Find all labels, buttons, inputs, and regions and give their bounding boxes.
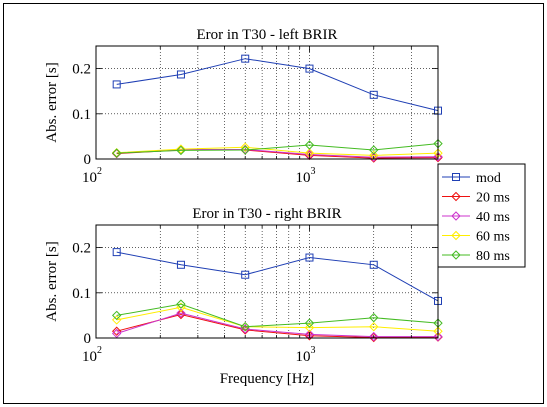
legend-marker bbox=[451, 250, 461, 260]
data-point bbox=[111, 310, 122, 321]
x-tick-label: 10 2 bbox=[82, 345, 102, 365]
data-point bbox=[112, 80, 121, 89]
plot-area bbox=[96, 225, 438, 338]
y-tick-label: 0.1 bbox=[72, 286, 91, 302]
series-line bbox=[116, 313, 439, 339]
y-tick-label: 0.2 bbox=[72, 62, 91, 78]
legend-marker bbox=[451, 230, 461, 241]
data-point bbox=[111, 315, 122, 325]
series-line bbox=[116, 306, 439, 332]
chart-title: Eror in T30 - right BRIR bbox=[192, 206, 341, 222]
legend: mod 20 ms 40 ms 60 ms 80 ms bbox=[437, 163, 526, 268]
legend-label: 60 ms bbox=[476, 230, 510, 245]
series-line bbox=[116, 303, 439, 328]
data-point bbox=[240, 142, 250, 152]
data-point bbox=[112, 248, 121, 257]
series-line bbox=[116, 251, 439, 302]
legend-entry: 20 ms bbox=[442, 191, 510, 206]
x-tick-base: 10 bbox=[295, 170, 310, 186]
x-tick-exp: 2 bbox=[97, 166, 102, 177]
data-point bbox=[304, 322, 315, 333]
data-point bbox=[240, 145, 250, 155]
x-tick-label: 10 3 bbox=[295, 166, 315, 186]
x-tick-label: 10 2 bbox=[82, 166, 102, 186]
y-tick-label: 0 bbox=[84, 152, 92, 168]
chart-title: Eror in T30 - left BRIR bbox=[197, 27, 338, 43]
series-line bbox=[116, 312, 438, 338]
legend-label: 40 ms bbox=[476, 210, 510, 225]
legend-marker bbox=[451, 211, 461, 221]
data-point bbox=[305, 64, 314, 73]
data-point bbox=[433, 152, 443, 162]
legend-label: 20 ms bbox=[476, 191, 510, 206]
data-point bbox=[176, 299, 186, 309]
legend-marker bbox=[451, 191, 461, 202]
axes-box bbox=[95, 224, 439, 339]
data-point bbox=[241, 270, 250, 279]
data-point bbox=[176, 309, 186, 320]
series-40-ms bbox=[111, 308, 443, 342]
legend-label: 80 ms bbox=[476, 249, 510, 264]
data-point bbox=[176, 308, 186, 318]
y-axis-label: Abs. error [s] bbox=[44, 241, 60, 321]
data-point bbox=[111, 326, 122, 336]
data-point bbox=[111, 148, 122, 158]
data-point bbox=[304, 318, 315, 328]
data-point bbox=[111, 328, 122, 339]
data-point bbox=[369, 145, 379, 155]
x-tick-exp: 3 bbox=[310, 345, 315, 356]
legend-label: mod bbox=[476, 171, 501, 186]
x-tick-exp: 3 bbox=[310, 166, 315, 177]
y-tick-label: 0 bbox=[84, 331, 92, 347]
data-point bbox=[176, 70, 185, 79]
data-point bbox=[369, 321, 379, 332]
x-tick-base: 10 bbox=[295, 349, 310, 365]
legend-entry: 40 ms bbox=[442, 210, 510, 225]
data-point bbox=[433, 331, 443, 342]
x-tick-base: 10 bbox=[82, 349, 97, 365]
legend-marker bbox=[452, 173, 460, 181]
legend-entry: 80 ms bbox=[442, 249, 510, 264]
data-point bbox=[305, 253, 314, 262]
x-tick-exp: 2 bbox=[97, 345, 102, 356]
data-point bbox=[176, 260, 185, 269]
data-point bbox=[240, 321, 250, 332]
data-point bbox=[304, 140, 315, 150]
data-point bbox=[241, 54, 250, 63]
axes-box bbox=[95, 45, 439, 160]
legend-entry: mod bbox=[442, 171, 501, 186]
data-point bbox=[369, 260, 378, 269]
series-line bbox=[116, 143, 439, 154]
data-point bbox=[176, 144, 186, 154]
series-line bbox=[116, 146, 439, 156]
legend-entry: 60 ms bbox=[442, 230, 510, 245]
data-point bbox=[369, 90, 378, 99]
y-axis-label: Abs. error [s] bbox=[44, 62, 60, 142]
y-tick-label: 0.1 bbox=[72, 107, 91, 123]
plot-area bbox=[96, 46, 438, 159]
series-line bbox=[116, 58, 439, 112]
x-tick-base: 10 bbox=[82, 170, 97, 186]
data-point bbox=[369, 312, 379, 323]
y-tick-label: 0.2 bbox=[72, 241, 91, 257]
data-point bbox=[176, 145, 186, 156]
data-point bbox=[369, 331, 379, 342]
x-tick-label: 10 3 bbox=[295, 345, 315, 365]
grid bbox=[96, 225, 438, 338]
data-point bbox=[369, 152, 379, 162]
x-axis-label: Frequency [Hz] bbox=[220, 371, 315, 387]
